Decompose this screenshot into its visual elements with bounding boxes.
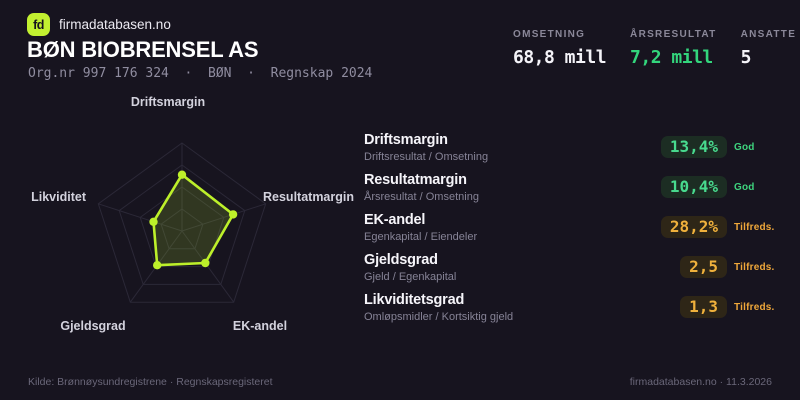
metric-text: Driftsmargin Driftsresultat / Omsetning [364,132,488,163]
metric-value-badge: 28,2% [660,216,727,238]
metric-status: God [734,181,755,193]
stat-ansatte: ANSATTE 5 [741,29,797,68]
radar-axis-likviditet: Likviditet [31,190,86,204]
metric-value-group: 1,3 Tilfreds. [680,296,780,318]
metric-name: Resultatmargin [364,171,467,188]
metric-value-badge: 13,4% [660,136,727,158]
stat-label: ANSATTE [740,29,797,40]
metric-value-badge: 2,5 [680,256,727,278]
metric-value-badge: 10,4% [660,176,727,198]
metric-formula: Driftsresultat / Omsetning [364,150,489,163]
metric-value-group: 28,2% Tilfreds. [660,216,780,238]
metric-row-likviditetsgrad: Likviditetsgrad Omløpsmidler / Kortsikti… [364,290,780,324]
metric-text: Likviditetsgrad Omløpsmidler / Kortsikti… [364,292,513,323]
metric-name: Likviditetsgrad [364,291,465,308]
metric-status: Tilfreds. [734,261,775,273]
metric-formula: Omløpsmidler / Kortsiktig gjeld [364,310,514,323]
metric-status: God [734,141,755,153]
metric-name: Gjeldsgrad [364,251,438,268]
metric-row-ek-andel: EK-andel Egenkapital / Eiendeler 28,2% T… [364,210,780,244]
metric-status: Tilfreds. [734,301,775,313]
metric-text: Gjeldsgrad Gjeld / Egenkapital [364,252,456,283]
metric-row-gjeldsgrad: Gjeldsgrad Gjeld / Egenkapital 2,5 Tilfr… [364,250,780,284]
radar-axis-resultatmargin: Resultatmargin [263,190,354,204]
metric-formula: Egenkapital / Eiendeler [364,230,478,243]
brand-name: firmadatabasen.no [59,17,171,32]
stat-arsresultat: ÅRSRESULTAT 7,2 mill [630,29,717,68]
stat-label: OMSETNING [513,29,586,40]
metric-text: Resultatmargin Årsresultat / Omsetning [364,172,479,203]
metric-status: Tilfreds. [734,221,775,233]
stat-value: 68,8 mill [513,47,607,68]
firmadatabasen-logo-icon: fd [27,13,50,36]
radar-chart [97,142,267,303]
metric-row-resultatmargin: Resultatmargin Årsresultat / Omsetning 1… [364,170,780,204]
metric-value-group: 13,4% God [660,136,780,158]
company-meta: Org.nr 997 176 324 · BØN · Regnskap 2024 [28,66,373,81]
metric-name: Driftsmargin [364,131,448,148]
company-title: BØN BIOBRENSEL AS [27,37,259,62]
radar-axis-driftsmargin: Driftsmargin [130,95,206,109]
key-stats: OMSETNING 68,8 mill ÅRSRESULTAT 7,2 mill… [513,29,796,68]
stat-value: 7,2 mill [630,47,713,68]
metric-value-group: 2,5 Tilfreds. [680,256,780,278]
stat-omsetning: OMSETNING 68,8 mill [513,29,607,68]
metric-text: EK-andel Egenkapital / Eiendeler [364,212,477,243]
stat-label: ÅRSRESULTAT [630,29,717,40]
metric-row-driftsmargin: Driftsmargin Driftsresultat / Omsetning … [364,130,780,164]
metric-value-group: 10,4% God [660,176,780,198]
metric-value-badge: 1,3 [680,296,727,318]
radar-axis-ek-andel: EK-andel [232,319,288,333]
footer-brand-date: firmadatabasen.no · 11.3.2026 [629,376,772,388]
radar-axis-gjeldsgrad: Gjeldsgrad [60,319,126,333]
brand-row: fd firmadatabasen.no [27,13,171,36]
metric-name: EK-andel [364,211,426,228]
footer-source: Kilde: Brønnøysundregistrene · Regnskaps… [28,376,273,388]
stat-value: 5 [740,47,752,68]
metric-formula: Årsresultat / Omsetning [364,190,479,203]
metric-formula: Gjeld / Egenkapital [364,270,457,283]
metrics-list: Driftsmargin Driftsresultat / Omsetning … [364,130,780,324]
